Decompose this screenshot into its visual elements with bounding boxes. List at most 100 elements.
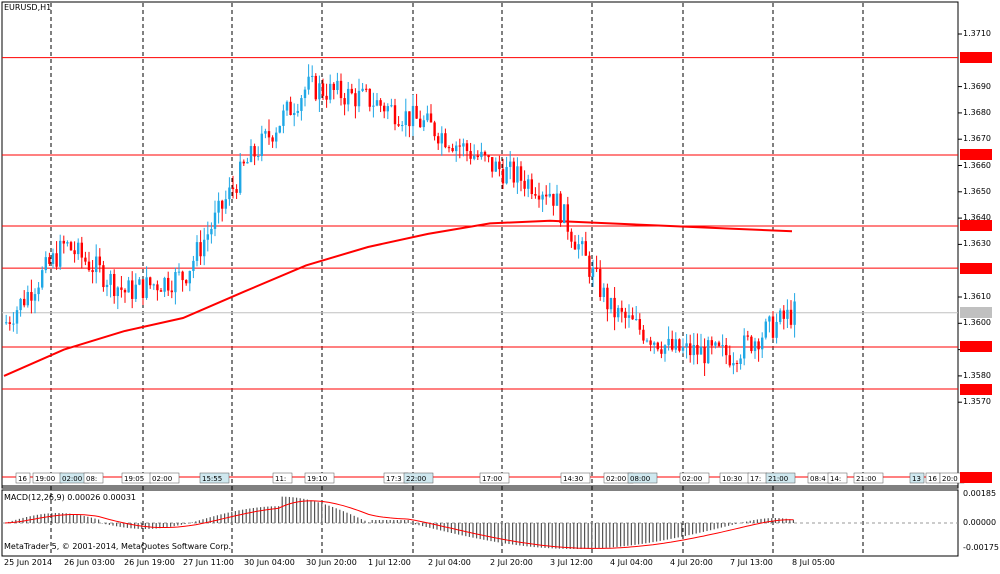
- candle-body: [753, 341, 757, 352]
- time-marker-box: [679, 472, 710, 484]
- symbol-label: EURUSD,H1: [4, 3, 52, 12]
- candle-body: [77, 242, 80, 255]
- time-marker-label: 21:00: [856, 475, 876, 483]
- candle-body: [203, 239, 206, 257]
- price-tick-label: 1.3680: [963, 107, 991, 117]
- candle-body: [267, 131, 271, 138]
- candle-body: [109, 273, 112, 285]
- candle-body: [789, 309, 793, 325]
- candle-body: [91, 270, 94, 273]
- candle-body: [606, 287, 609, 310]
- candle-body: [638, 319, 641, 330]
- time-axis-label: 8 Jul 05:00: [792, 558, 835, 567]
- time-marker-box: [909, 472, 925, 484]
- time-marker-label: 19:00: [35, 475, 55, 483]
- candle-body: [19, 298, 22, 311]
- candle-body: [487, 155, 490, 158]
- candle-body: [480, 151, 483, 158]
- candle-body: [163, 277, 166, 292]
- candle-body: [433, 122, 436, 137]
- candle-body: [703, 346, 706, 364]
- candle-body: [771, 316, 775, 338]
- candle-body: [48, 257, 51, 264]
- moving-average-line: [3, 219, 793, 377]
- macd-label: MACD(12,26,9) 0.00026 0.00031: [4, 493, 137, 502]
- candle-body: [458, 145, 461, 147]
- time-marker-label: 17:: [750, 475, 761, 483]
- candle-body: [188, 270, 191, 284]
- candle-body: [530, 179, 533, 195]
- level-price-box: [960, 52, 992, 64]
- time-marker-box: [83, 472, 104, 484]
- candle-body: [573, 241, 577, 250]
- candle-body: [145, 277, 148, 298]
- candle-body: [95, 256, 98, 273]
- time-marker-label: 16: [928, 475, 937, 483]
- price-tick-label: 1.3610: [963, 292, 991, 301]
- time-marker-label: 02:00: [606, 475, 626, 483]
- candle-body: [141, 279, 145, 298]
- candle-body: [725, 345, 728, 356]
- candle-body: [350, 88, 353, 94]
- price-tick-label: 1.3640: [963, 213, 991, 223]
- price-tick-label: 1.3570: [963, 397, 991, 407]
- candle-body: [642, 329, 645, 341]
- candle-body: [440, 133, 443, 144]
- candle-body: [289, 101, 292, 116]
- time-marker-label: 14:: [830, 475, 841, 483]
- candle-body: [332, 83, 335, 90]
- candle-body: [253, 146, 256, 157]
- candle-body: [325, 95, 328, 100]
- time-marker-label: 19:10: [307, 475, 327, 483]
- time-marker-label: 13: [912, 475, 921, 483]
- time-axis-label: 26 Jun 19:00: [124, 558, 175, 567]
- time-marker-label: 21:00: [768, 475, 788, 483]
- candle-body: [307, 76, 310, 90]
- level-price-box: [960, 383, 992, 395]
- price-tick-label: 1.3660: [963, 160, 991, 170]
- candle-body: [692, 344, 695, 356]
- time-marker-box: [149, 472, 180, 484]
- candle-body: [37, 287, 40, 295]
- candle-body: [127, 280, 130, 293]
- candle-body: [613, 297, 616, 318]
- time-marker-label: 16: [18, 475, 27, 483]
- candle-body: [501, 169, 505, 184]
- candle-body: [257, 155, 260, 157]
- main-pane-border: [1, 1, 959, 489]
- candle-body: [174, 272, 177, 293]
- candle-body: [134, 284, 137, 299]
- candle-body: [152, 284, 155, 286]
- candle-body: [465, 143, 469, 152]
- candle-body: [105, 284, 109, 288]
- time-marker-box: [627, 472, 658, 484]
- candle-body: [87, 261, 91, 271]
- candle-body: [462, 143, 465, 147]
- candle-body: [707, 340, 710, 364]
- time-marker-label: 17:00: [482, 475, 502, 483]
- candle-body: [120, 287, 123, 290]
- candle-body: [588, 255, 591, 277]
- time-axis-label: 7 Jul 13:00: [730, 558, 773, 567]
- candle-body: [44, 257, 47, 271]
- candle-body: [581, 241, 584, 245]
- price-tick-label: 1.3580: [963, 370, 991, 380]
- candle-body: [368, 88, 371, 107]
- candle-body: [138, 279, 141, 285]
- candle-body: [498, 161, 501, 170]
- level-price-box: [960, 262, 992, 274]
- candle-body: [516, 166, 519, 183]
- candle-body: [116, 287, 119, 297]
- time-marker-label: 08:00: [630, 475, 650, 483]
- candle-body: [563, 204, 566, 224]
- candle-body: [545, 194, 548, 197]
- candle-body: [602, 287, 605, 297]
- candle-body: [631, 315, 634, 320]
- candle-body: [282, 110, 285, 126]
- candle-body: [541, 194, 544, 200]
- candle-body: [678, 339, 681, 351]
- candle-body: [401, 125, 404, 127]
- time-marker-box: [827, 472, 848, 484]
